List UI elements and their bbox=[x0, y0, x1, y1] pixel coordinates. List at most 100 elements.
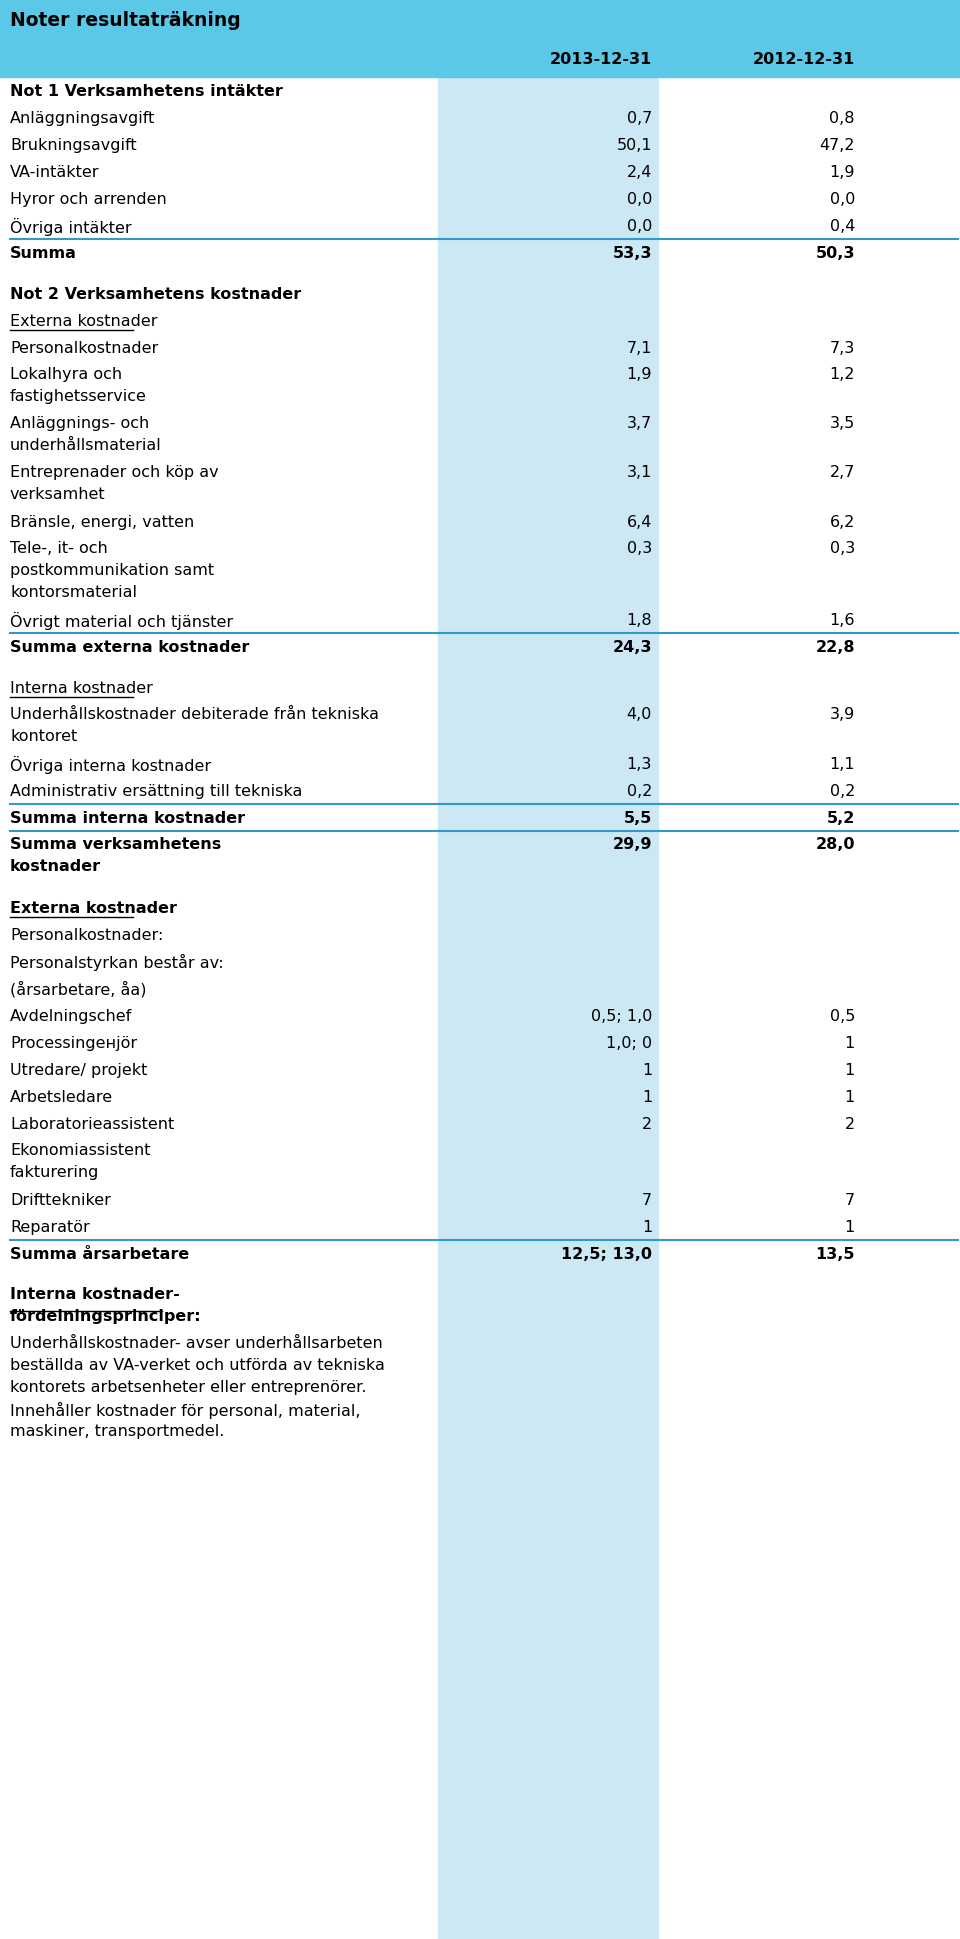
Text: (årsarbetare, åa): (årsarbetare, åa) bbox=[10, 981, 147, 997]
Text: 1,0; 0: 1,0; 0 bbox=[606, 1035, 652, 1051]
Text: 1: 1 bbox=[845, 1035, 855, 1051]
Text: 0,2: 0,2 bbox=[627, 783, 652, 799]
Text: 29,9: 29,9 bbox=[612, 836, 652, 851]
Text: Not 2 Verksamhetens kostnader: Not 2 Verksamhetens kostnader bbox=[10, 287, 301, 302]
Text: 1: 1 bbox=[641, 1063, 652, 1078]
Text: 0,5: 0,5 bbox=[829, 1008, 855, 1024]
Text: fördelningsprinciper:: fördelningsprinciper: bbox=[10, 1309, 202, 1322]
Text: underhållsmaterial: underhållsmaterial bbox=[10, 438, 161, 454]
Text: 3,5: 3,5 bbox=[829, 415, 855, 430]
Text: 50,1: 50,1 bbox=[616, 138, 652, 153]
Text: postkommunikation samt: postkommunikation samt bbox=[10, 562, 214, 578]
Text: Underhållskostnader debiterade från tekniska: Underhållskostnader debiterade från tekn… bbox=[10, 706, 379, 721]
Text: 2: 2 bbox=[845, 1117, 855, 1132]
Text: verksamhet: verksamhet bbox=[10, 487, 106, 502]
Text: Externa kostnader: Externa kostnader bbox=[10, 900, 177, 915]
Text: 2,4: 2,4 bbox=[627, 165, 652, 180]
Text: 4,0: 4,0 bbox=[627, 706, 652, 721]
Text: Personalstyrkan består av:: Personalstyrkan består av: bbox=[10, 954, 224, 971]
Text: 3,7: 3,7 bbox=[627, 415, 652, 430]
Text: 2012-12-31: 2012-12-31 bbox=[753, 52, 855, 66]
Text: Summa årsarbetare: Summa årsarbetare bbox=[10, 1247, 189, 1262]
Text: 2: 2 bbox=[642, 1117, 652, 1132]
Text: 0,2: 0,2 bbox=[829, 783, 855, 799]
Text: Underhållskostnader- avser underhållsarbeten: Underhållskostnader- avser underhållsarb… bbox=[10, 1336, 383, 1350]
Text: 1,3: 1,3 bbox=[627, 756, 652, 772]
Text: Tele-, it- och: Tele-, it- och bbox=[10, 541, 108, 556]
Text: 1,1: 1,1 bbox=[829, 756, 855, 772]
Text: 53,3: 53,3 bbox=[612, 246, 652, 262]
Text: maskiner, transportmedel.: maskiner, transportmedel. bbox=[10, 1423, 225, 1439]
Text: Innehåller kostnader för personal, material,: Innehåller kostnader för personal, mater… bbox=[10, 1402, 361, 1417]
Text: kontorets arbetsenheter eller entreprenörer.: kontorets arbetsenheter eller entreprenö… bbox=[10, 1379, 367, 1394]
Text: 0,0: 0,0 bbox=[627, 219, 652, 235]
Text: Externa kostnader: Externa kostnader bbox=[10, 314, 157, 330]
Text: Summa: Summa bbox=[10, 246, 77, 262]
Text: Anläggningsavgift: Anläggningsavgift bbox=[10, 111, 156, 126]
Text: 12,5; 13,0: 12,5; 13,0 bbox=[561, 1247, 652, 1262]
Text: kontoret: kontoret bbox=[10, 729, 77, 745]
Text: 1,9: 1,9 bbox=[829, 165, 855, 180]
Text: Personalkostnader: Personalkostnader bbox=[10, 341, 158, 357]
Text: 3,1: 3,1 bbox=[627, 465, 652, 479]
Text: Laboratorieassistent: Laboratorieassistent bbox=[10, 1117, 175, 1132]
Text: 6,4: 6,4 bbox=[627, 514, 652, 529]
Text: 7,3: 7,3 bbox=[829, 341, 855, 357]
Text: Lokalhyra och: Lokalhyra och bbox=[10, 366, 122, 382]
Text: kontorsmaterial: kontorsmaterial bbox=[10, 586, 137, 599]
Text: fastighetsservice: fastighetsservice bbox=[10, 390, 147, 403]
Text: 5,5: 5,5 bbox=[624, 811, 652, 826]
Text: 24,3: 24,3 bbox=[612, 640, 652, 655]
Text: Summa externa kostnader: Summa externa kostnader bbox=[10, 640, 250, 655]
Text: 1: 1 bbox=[641, 1220, 652, 1235]
Bar bbox=[0, 0, 960, 41]
Text: 50,3: 50,3 bbox=[815, 246, 855, 262]
Text: 5,2: 5,2 bbox=[827, 811, 855, 826]
Text: Entreprenader och köp av: Entreprenader och köp av bbox=[10, 465, 219, 479]
Text: fakturering: fakturering bbox=[10, 1165, 100, 1179]
Text: Reparatör: Reparatör bbox=[10, 1220, 89, 1235]
Bar bbox=[0, 41, 960, 78]
Text: 1: 1 bbox=[641, 1090, 652, 1105]
Text: 1,2: 1,2 bbox=[829, 366, 855, 382]
Text: Summa interna kostnader: Summa interna kostnader bbox=[10, 811, 245, 826]
Text: Interna kostnader-: Interna kostnader- bbox=[10, 1286, 180, 1301]
Text: Bränsle, energi, vatten: Bränsle, energi, vatten bbox=[10, 514, 194, 529]
Text: 0,3: 0,3 bbox=[627, 541, 652, 556]
Text: 0,3: 0,3 bbox=[829, 541, 855, 556]
Text: 0,7: 0,7 bbox=[627, 111, 652, 126]
Text: 1: 1 bbox=[845, 1063, 855, 1078]
Text: 1: 1 bbox=[845, 1090, 855, 1105]
Text: Hyror och arrenden: Hyror och arrenden bbox=[10, 192, 167, 207]
Text: 7: 7 bbox=[642, 1192, 652, 1208]
Text: 7,1: 7,1 bbox=[627, 341, 652, 357]
Text: 1: 1 bbox=[845, 1220, 855, 1235]
Text: 0,0: 0,0 bbox=[627, 192, 652, 207]
Text: 3,9: 3,9 bbox=[829, 706, 855, 721]
Text: 28,0: 28,0 bbox=[815, 836, 855, 851]
Text: Övriga intäkter: Övriga intäkter bbox=[10, 217, 132, 235]
Text: 7: 7 bbox=[845, 1192, 855, 1208]
Text: Avdelningschef: Avdelningschef bbox=[10, 1008, 132, 1024]
Text: Interna kostnader: Interna kostnader bbox=[10, 681, 153, 696]
Text: VA-intäkter: VA-intäkter bbox=[10, 165, 100, 180]
Text: beställda av VA-verket och utförda av tekniska: beställda av VA-verket och utförda av te… bbox=[10, 1357, 385, 1373]
Text: 1,9: 1,9 bbox=[627, 366, 652, 382]
Text: 1,8: 1,8 bbox=[626, 613, 652, 628]
Bar bbox=[438, 78, 658, 1939]
Text: 0,0: 0,0 bbox=[829, 192, 855, 207]
Text: 22,8: 22,8 bbox=[815, 640, 855, 655]
Text: kostnader: kostnader bbox=[10, 859, 101, 874]
Text: 47,2: 47,2 bbox=[820, 138, 855, 153]
Text: Arbetsledare: Arbetsledare bbox=[10, 1090, 113, 1105]
Text: 6,2: 6,2 bbox=[829, 514, 855, 529]
Text: Brukningsavgift: Brukningsavgift bbox=[10, 138, 136, 153]
Text: 2013-12-31: 2013-12-31 bbox=[550, 52, 652, 66]
Text: Personalkostnader:: Personalkostnader: bbox=[10, 927, 163, 942]
Text: Utredare/ projekt: Utredare/ projekt bbox=[10, 1063, 148, 1078]
Text: Ekonomiassistent: Ekonomiassistent bbox=[10, 1142, 151, 1158]
Text: Administrativ ersättning till tekniska: Administrativ ersättning till tekniska bbox=[10, 783, 302, 799]
Text: 2,7: 2,7 bbox=[829, 465, 855, 479]
Text: 0,4: 0,4 bbox=[829, 219, 855, 235]
Text: 0,5; 1,0: 0,5; 1,0 bbox=[590, 1008, 652, 1024]
